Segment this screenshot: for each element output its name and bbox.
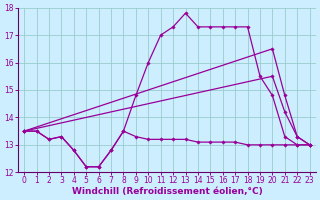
X-axis label: Windchill (Refroidissement éolien,°C): Windchill (Refroidissement éolien,°C) <box>72 187 262 196</box>
